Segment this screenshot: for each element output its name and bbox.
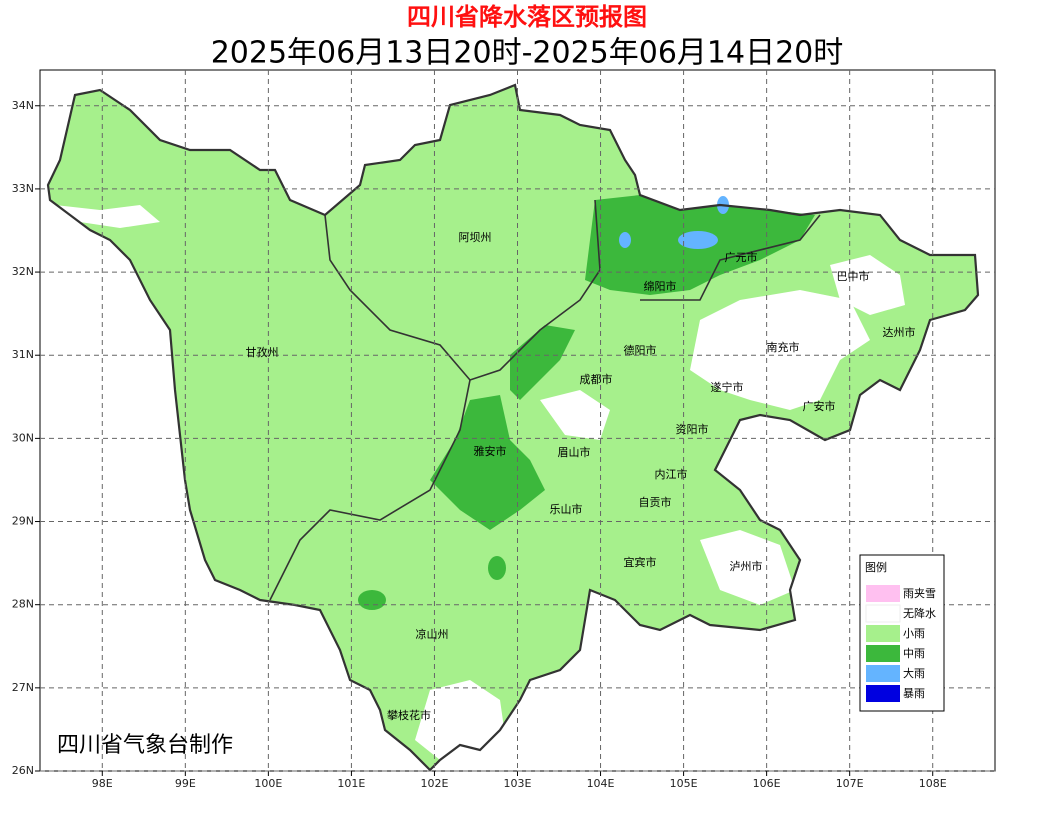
y-tick-label: 34N (12, 99, 34, 112)
province (46, 83, 980, 772)
legend-label: 无降水 (903, 606, 936, 620)
map-subtitle: 2025年06月13日20时-2025年06月14日20时 (211, 36, 844, 71)
y-tick-label: 31N (12, 348, 34, 361)
legend-label: 雨夹雪 (903, 587, 936, 600)
city-label: 广安市 (803, 399, 836, 413)
moderate-rain-area (488, 556, 506, 580)
y-tick-label: 28N (12, 598, 34, 611)
credit: 四川省气象台制作 (57, 733, 233, 758)
city-label: 阿坝州 (459, 230, 492, 244)
x-tick-label: 101E (337, 777, 365, 790)
x-tick-label: 100E (254, 777, 282, 790)
x-tick-label: 108E (919, 777, 947, 790)
prefecture-border (269, 379, 471, 601)
city-label: 甘孜州 (246, 345, 279, 359)
x-tick-label: 102E (420, 777, 448, 790)
legend-swatch (865, 604, 901, 623)
legend-swatch (866, 625, 900, 642)
city-label: 内江市 (655, 467, 688, 481)
x-tick-label: 106E (753, 777, 781, 790)
province-border (46, 83, 980, 772)
y-tick-label: 30N (12, 431, 34, 444)
no-rain-area (55, 205, 160, 228)
y-tick-label: 27N (12, 681, 34, 694)
city-label: 凉山州 (416, 627, 449, 641)
x-tick-label: 104E (587, 777, 615, 790)
legend-label: 小雨 (903, 627, 925, 640)
legend-title: 图例 (865, 560, 887, 574)
heavy-rain-area (678, 231, 718, 249)
city-label: 成都市 (580, 372, 613, 386)
x-tick-label: 107E (836, 777, 864, 790)
y-tick-label: 33N (12, 182, 34, 195)
city-label: 宜宾市 (624, 555, 657, 569)
city-label: 遂宁市 (711, 380, 744, 394)
no-rain-area (830, 255, 905, 315)
legend-swatch (866, 665, 900, 682)
city-label: 自贡市 (639, 495, 672, 509)
legend-label: 大雨 (903, 666, 925, 680)
no-rain-area (415, 680, 505, 760)
city-label: 雅安市 (474, 444, 507, 458)
no-rain-area (690, 290, 870, 410)
city-label: 达州市 (883, 325, 916, 339)
city-label: 攀枝花市 (387, 708, 431, 722)
city-label: 绵阳市 (644, 279, 677, 293)
legend-label: 暴雨 (903, 687, 925, 700)
x-tick-label: 105E (670, 777, 698, 790)
city-label: 泸州市 (730, 559, 763, 573)
x-tick-label: 99E (175, 777, 196, 790)
city-label: 资阳市 (676, 422, 709, 436)
map-title: 四川省降水落区预报图 (407, 3, 647, 31)
legend-swatch (866, 585, 900, 602)
legend-swatch (866, 645, 900, 662)
moderate-rain-area (430, 395, 545, 530)
city-label: 德阳市 (624, 343, 657, 357)
moderate-rain-area (358, 590, 386, 610)
y-tick-label: 32N (12, 265, 34, 278)
y-tick-label: 26N (12, 764, 34, 777)
city-label: 巴中市 (837, 269, 870, 283)
city-label: 乐山市 (550, 502, 583, 516)
x-tick-label: 103E (504, 777, 532, 790)
heavy-rain-area (619, 232, 631, 248)
city-label: 南充市 (767, 340, 800, 354)
no-rain-area (540, 390, 610, 440)
city-label: 广元市 (725, 250, 758, 264)
no-rain-area (700, 530, 795, 605)
prefecture-border (640, 214, 821, 301)
x-tick-label: 98E (92, 777, 113, 790)
city-label: 眉山市 (558, 445, 591, 459)
legend-label: 中雨 (903, 647, 925, 660)
legend-swatch (866, 685, 900, 702)
y-tick-label: 29N (12, 515, 34, 528)
